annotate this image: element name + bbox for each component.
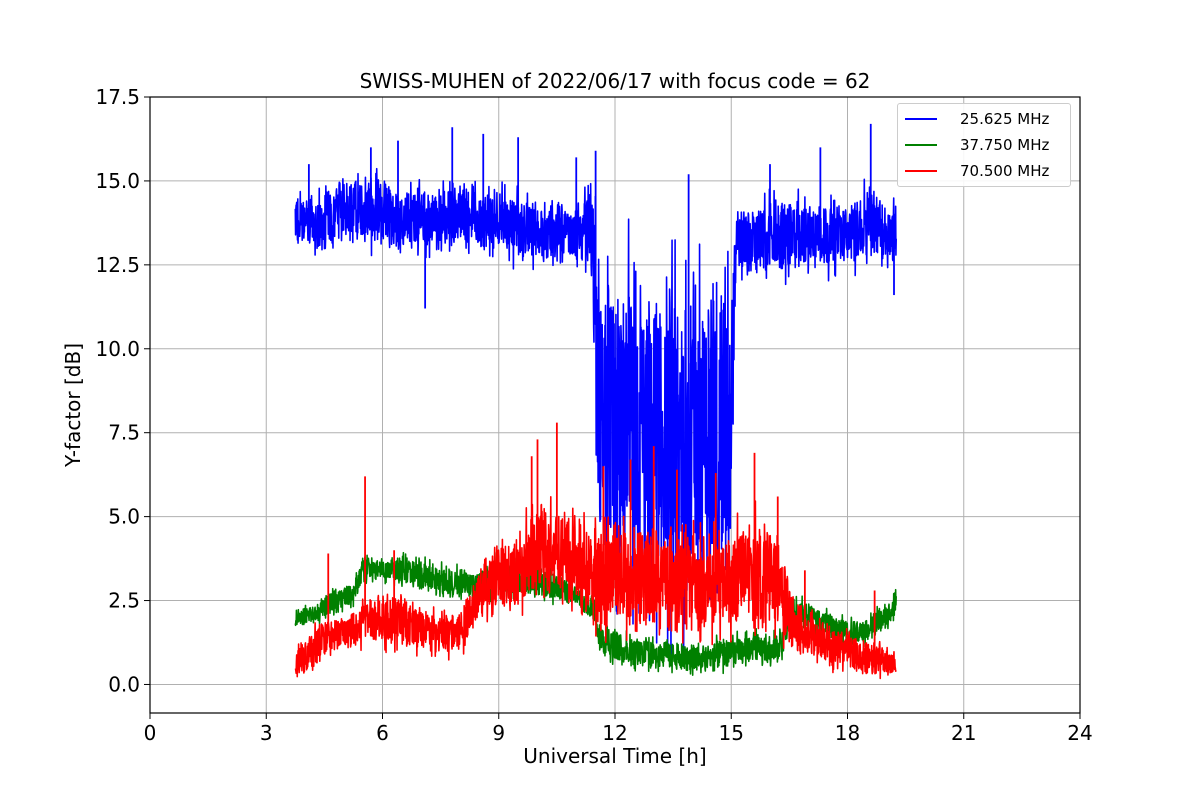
legend-label: 25.625 MHz: [960, 110, 1050, 128]
legend-swatch-red: [905, 170, 937, 172]
series-25625-mhz: [294, 123, 897, 667]
x-axis-label: Universal Time [h]: [523, 744, 706, 768]
y-axis-ticks: 0.0 2.5 5.0 7.5 10.0 12.5 15.0 17.5: [95, 85, 150, 696]
legend-entry-37750: 37.750 MHz: [898, 132, 1070, 158]
x-tick-label: 24: [1067, 721, 1092, 745]
y-tick-label: 7.5: [108, 421, 140, 445]
y-tick-label: 2.5: [108, 589, 140, 613]
legend-swatch-green: [905, 144, 937, 146]
y-tick-label: 17.5: [95, 85, 140, 109]
x-tick-label: 9: [492, 721, 505, 745]
legend: 25.625 MHz 37.750 MHz 70.500 MHz: [897, 103, 1071, 187]
series-70500-mhz: [294, 422, 897, 680]
legend-swatch-blue: [905, 118, 937, 120]
y-axis-label: Y-factor [dB]: [61, 343, 85, 468]
x-tick-label: 0: [144, 721, 157, 745]
y-tick-label: 15.0: [95, 169, 140, 193]
x-tick-label: 18: [835, 721, 860, 745]
y-tick-label: 5.0: [108, 505, 140, 529]
series-layer: [294, 123, 897, 680]
x-tick-label: 21: [951, 721, 976, 745]
legend-label: 70.500 MHz: [960, 162, 1050, 180]
series-line: [294, 495, 897, 680]
x-tick-label: 6: [376, 721, 389, 745]
x-tick-label: 12: [602, 721, 627, 745]
y-tick-label: 10.0: [95, 337, 140, 361]
legend-label: 37.750 MHz: [960, 136, 1050, 154]
legend-entry-70500: 70.500 MHz: [898, 158, 1070, 184]
chart-title: SWISS-MUHEN of 2022/06/17 with focus cod…: [360, 69, 871, 93]
x-tick-label: 15: [719, 721, 744, 745]
x-axis-ticks: 0 3 6 9 12 15 18 21 24: [144, 713, 1093, 745]
y-tick-label: 0.0: [108, 672, 140, 696]
y-tick-label: 12.5: [95, 253, 140, 277]
legend-entry-25625: 25.625 MHz: [898, 106, 1070, 132]
x-tick-label: 3: [260, 721, 273, 745]
